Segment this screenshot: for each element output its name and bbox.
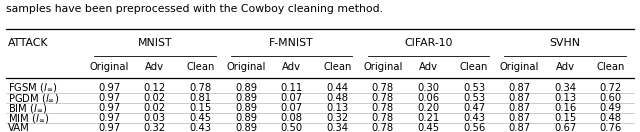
Text: 0.49: 0.49 (600, 103, 622, 113)
Text: 0.08: 0.08 (280, 113, 303, 123)
Text: 0.67: 0.67 (554, 123, 577, 132)
Text: 0.97: 0.97 (98, 93, 120, 103)
Text: 0.48: 0.48 (326, 93, 348, 103)
Text: 0.21: 0.21 (417, 113, 440, 123)
Text: SVHN: SVHN (550, 38, 580, 48)
Text: 0.13: 0.13 (554, 93, 576, 103)
Text: MIM ($l_{\infty}$): MIM ($l_{\infty}$) (8, 112, 49, 125)
Text: CIFAR-10: CIFAR-10 (404, 38, 452, 48)
Text: 0.78: 0.78 (372, 83, 394, 93)
Text: Adv: Adv (419, 62, 438, 72)
Text: 0.78: 0.78 (372, 123, 394, 132)
Text: BIM ($l_{\infty}$): BIM ($l_{\infty}$) (8, 102, 47, 115)
Text: 0.78: 0.78 (372, 113, 394, 123)
Text: 0.45: 0.45 (417, 123, 440, 132)
Text: 0.16: 0.16 (554, 103, 577, 113)
Text: 0.87: 0.87 (509, 83, 531, 93)
Text: samples have been preprocessed with the Cowboy cleaning method.: samples have been preprocessed with the … (6, 4, 383, 14)
Text: 0.89: 0.89 (235, 113, 257, 123)
Text: 0.87: 0.87 (509, 93, 531, 103)
Text: MNIST: MNIST (138, 38, 172, 48)
Text: 0.97: 0.97 (98, 83, 120, 93)
Text: 0.97: 0.97 (98, 113, 120, 123)
Text: 0.76: 0.76 (600, 123, 622, 132)
Text: 0.97: 0.97 (98, 123, 120, 132)
Text: 0.43: 0.43 (189, 123, 211, 132)
Text: 0.15: 0.15 (189, 103, 212, 113)
Text: Adv: Adv (282, 62, 301, 72)
Text: 0.87: 0.87 (509, 103, 531, 113)
Text: 0.47: 0.47 (463, 103, 485, 113)
Text: 0.89: 0.89 (235, 103, 257, 113)
Text: 0.78: 0.78 (372, 103, 394, 113)
Text: 0.03: 0.03 (144, 113, 166, 123)
Text: Original: Original (500, 62, 540, 72)
Text: 0.89: 0.89 (235, 123, 257, 132)
Text: F-MNIST: F-MNIST (269, 38, 314, 48)
Text: 0.02: 0.02 (144, 103, 166, 113)
Text: 0.43: 0.43 (463, 113, 485, 123)
Text: VAM: VAM (8, 123, 29, 132)
Text: 0.06: 0.06 (417, 93, 440, 103)
Text: 0.48: 0.48 (600, 113, 622, 123)
Text: Clean: Clean (323, 62, 351, 72)
Text: 0.32: 0.32 (144, 123, 166, 132)
Text: Clean: Clean (596, 62, 625, 72)
Text: 0.02: 0.02 (144, 93, 166, 103)
Text: 0.56: 0.56 (463, 123, 485, 132)
Text: 0.07: 0.07 (280, 103, 303, 113)
Text: 0.78: 0.78 (189, 83, 211, 93)
Text: 0.60: 0.60 (600, 93, 622, 103)
Text: Clean: Clean (460, 62, 488, 72)
Text: 0.34: 0.34 (326, 123, 348, 132)
Text: 0.12: 0.12 (143, 83, 166, 93)
Text: 0.13: 0.13 (326, 103, 348, 113)
Text: 0.32: 0.32 (326, 113, 348, 123)
Text: 0.53: 0.53 (463, 93, 485, 103)
Text: 0.89: 0.89 (235, 83, 257, 93)
Text: 0.89: 0.89 (235, 93, 257, 103)
Text: Clean: Clean (186, 62, 214, 72)
Text: Original: Original (363, 62, 403, 72)
Text: 0.87: 0.87 (509, 113, 531, 123)
Text: 0.97: 0.97 (98, 103, 120, 113)
Text: ATTACK: ATTACK (8, 38, 48, 48)
Text: 0.87: 0.87 (509, 123, 531, 132)
Text: Original: Original (227, 62, 266, 72)
Text: 0.30: 0.30 (417, 83, 440, 93)
Text: Original: Original (90, 62, 129, 72)
Text: 0.11: 0.11 (280, 83, 303, 93)
Text: PGDM ($l_{\infty}$): PGDM ($l_{\infty}$) (8, 92, 59, 105)
Text: 0.50: 0.50 (280, 123, 303, 132)
Text: Adv: Adv (556, 62, 575, 72)
Text: 0.34: 0.34 (554, 83, 576, 93)
Text: 0.81: 0.81 (189, 93, 211, 103)
Text: 0.15: 0.15 (554, 113, 577, 123)
Text: 0.53: 0.53 (463, 83, 485, 93)
Text: 0.72: 0.72 (600, 83, 622, 93)
Text: 0.45: 0.45 (189, 113, 211, 123)
Text: FGSM ($l_{\infty}$): FGSM ($l_{\infty}$) (8, 81, 57, 95)
Text: 0.78: 0.78 (372, 93, 394, 103)
Text: 0.44: 0.44 (326, 83, 348, 93)
Text: Adv: Adv (145, 62, 164, 72)
Text: 0.07: 0.07 (280, 93, 303, 103)
Text: 0.20: 0.20 (417, 103, 440, 113)
